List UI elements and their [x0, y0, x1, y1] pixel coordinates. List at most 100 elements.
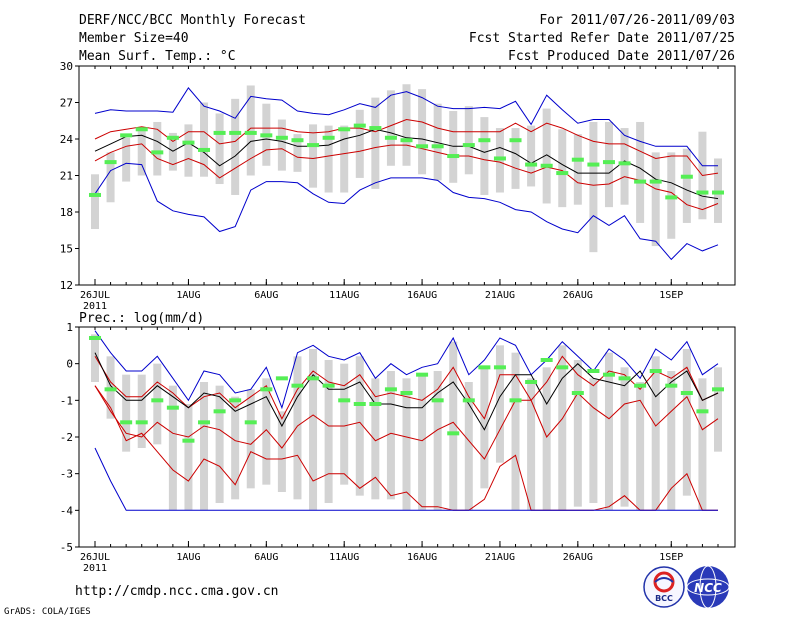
spread-box — [386, 90, 395, 166]
obs-marker — [384, 387, 397, 392]
obs-marker — [353, 402, 366, 406]
obs-marker — [104, 160, 117, 165]
spread-box — [682, 349, 691, 496]
spread-box — [620, 367, 629, 507]
spread-box — [324, 360, 333, 503]
spread-box — [542, 367, 551, 511]
spread-box — [355, 356, 364, 496]
obs-marker — [680, 391, 693, 395]
spread-box — [651, 356, 660, 511]
obs-marker — [229, 398, 242, 403]
series-line-max — [94, 330, 719, 410]
obs-marker — [712, 387, 724, 392]
spread-box — [527, 378, 536, 511]
spread-box — [168, 132, 177, 171]
spread-box — [620, 128, 629, 205]
obs-marker — [213, 409, 226, 414]
spread-box — [433, 371, 442, 511]
y-tick-label: -1 — [60, 394, 73, 407]
series-line-lower — [94, 385, 719, 460]
obs-marker — [431, 144, 444, 149]
spread-box — [667, 371, 676, 511]
spread-box — [402, 84, 411, 166]
spread-box — [293, 134, 302, 172]
x-tick-label: 1AUG — [176, 552, 200, 563]
spread-box — [604, 121, 613, 208]
spread-box — [573, 360, 582, 507]
obs-marker — [634, 179, 647, 184]
series-line-upper — [94, 355, 719, 420]
x-tick-label: 16AUG — [407, 552, 437, 563]
spread-box — [418, 89, 427, 175]
y-tick-label: -2 — [60, 431, 73, 444]
obs-marker — [369, 126, 382, 131]
spread-box — [231, 98, 240, 195]
y-tick-label: 27 — [60, 97, 73, 110]
spread-box — [309, 124, 318, 188]
spread-box — [91, 334, 99, 382]
obs-marker — [307, 376, 320, 381]
x-tick-label: 1SEP — [659, 552, 683, 563]
spread-box — [309, 349, 318, 511]
series-line-upper — [94, 118, 719, 177]
obs-marker — [291, 138, 304, 143]
spread-box — [293, 356, 302, 500]
spread-box — [386, 371, 395, 500]
spread-box — [480, 117, 489, 195]
spread-box — [200, 382, 209, 511]
figure-title: DERF/NCC/BCC Monthly Forecast — [79, 13, 306, 28]
obs-marker — [478, 365, 491, 370]
obs-marker — [89, 336, 101, 340]
spread-box — [231, 396, 240, 500]
forecast-period: For 2011/07/26-2011/09/03 — [539, 13, 735, 28]
obs-marker — [447, 154, 460, 159]
obs-marker — [665, 383, 678, 388]
spread-box — [122, 137, 131, 182]
spread-box — [153, 121, 162, 176]
obs-marker — [556, 365, 569, 370]
obs-marker — [571, 157, 584, 162]
x-tick-label: 6AUG — [254, 290, 278, 301]
x-year-label: 2011 — [83, 301, 107, 312]
y-tick-label: 15 — [60, 243, 73, 256]
x-tick-label: 26AUG — [563, 552, 593, 563]
spread-box — [558, 129, 567, 208]
precipitation-panel: -5 -4 -3 -2 -1 0 1 26JUL 1AUG 6AUG 11AUG 16AUG 21AUG… — [60, 321, 736, 574]
obs-marker — [322, 383, 335, 388]
grads-credit: GrADS: COLA/IGES — [4, 607, 91, 617]
spread-box — [91, 174, 99, 230]
obs-marker — [416, 372, 429, 377]
obs-marker — [89, 192, 101, 197]
spread-box — [200, 102, 209, 177]
obs-marker — [493, 156, 506, 161]
spread-box — [324, 125, 333, 193]
obs-marker — [602, 372, 615, 377]
spread-box — [714, 367, 722, 452]
spread-box — [215, 385, 224, 503]
obs-marker — [151, 398, 164, 403]
spread-box — [464, 106, 473, 175]
spread-box — [153, 363, 162, 445]
obs-marker — [198, 420, 211, 425]
y-tick-label: 1 — [66, 321, 73, 334]
precip-panel-title: Prec.: log(mm/d) — [79, 311, 204, 326]
spread-box — [402, 378, 411, 511]
spread-box — [340, 363, 349, 485]
spread-box — [277, 411, 286, 492]
spread-box — [449, 341, 458, 511]
y-tick-label: -5 — [60, 541, 73, 554]
obs-marker — [634, 383, 647, 388]
obs-marker — [587, 162, 600, 167]
obs-marker — [384, 135, 397, 140]
x-tick-label: 6AUG — [254, 552, 278, 563]
obs-marker — [104, 387, 117, 392]
spread-box — [542, 108, 551, 204]
spread-box — [418, 374, 427, 511]
series-line-min — [94, 162, 719, 261]
spread-box — [277, 119, 286, 171]
spread-box — [573, 134, 582, 205]
spread-box — [495, 345, 504, 463]
spread-box — [246, 389, 255, 489]
member-size: Member Size=40 — [79, 31, 189, 46]
spread-box — [449, 111, 458, 183]
